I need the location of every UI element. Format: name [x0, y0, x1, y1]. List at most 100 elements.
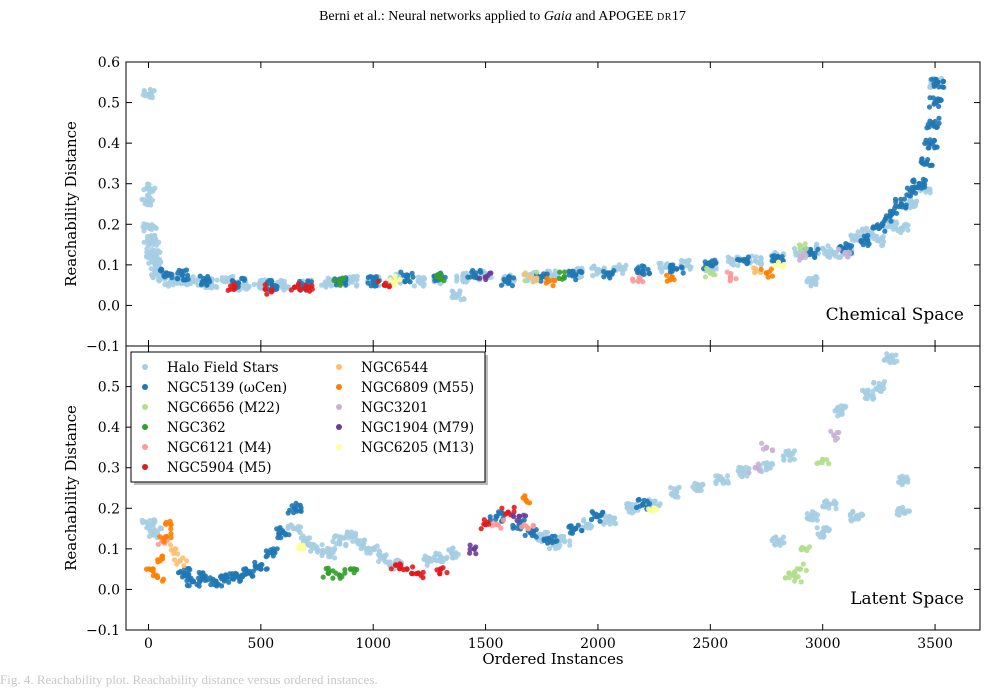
- data-point-0-0: [240, 282, 246, 288]
- data-point-1-0: [837, 408, 844, 414]
- data-point-1-1: [494, 513, 500, 520]
- data-point-1-7: [162, 521, 168, 527]
- data-point-1-0: [906, 508, 913, 514]
- data-point-1-0: [651, 501, 657, 508]
- data-point-1-7: [168, 534, 174, 541]
- data-point-0-1: [932, 99, 938, 106]
- legend-marker: [142, 444, 148, 450]
- data-point-1-10: [651, 505, 657, 512]
- data-point-1-0: [880, 381, 886, 387]
- data-point-0-1: [370, 278, 377, 284]
- data-point-1-0: [808, 513, 815, 520]
- legend-marker: [142, 464, 148, 470]
- data-point-0-0: [154, 242, 160, 248]
- data-point-1-3: [330, 575, 336, 581]
- data-point-1-0: [567, 542, 573, 548]
- data-point-0-2: [702, 274, 709, 280]
- data-point-0-0: [153, 225, 159, 231]
- data-point-0-1: [606, 270, 612, 276]
- data-point-0-0: [463, 270, 469, 276]
- data-point-0-3: [561, 269, 568, 275]
- data-point-1-2: [786, 570, 792, 576]
- legend-label: NGC5139 (ωCen): [167, 380, 287, 396]
- data-point-0-1: [930, 120, 936, 126]
- data-point-1-6: [168, 542, 174, 548]
- data-point-0-5: [375, 278, 381, 285]
- data-point-0-2: [802, 241, 808, 247]
- legend-label: Halo Field Stars: [167, 360, 279, 376]
- legend-marker: [142, 424, 148, 430]
- data-point-1-0: [383, 559, 389, 565]
- data-point-0-3: [331, 277, 337, 284]
- data-point-1-4: [525, 525, 532, 532]
- data-point-1-1: [208, 582, 214, 588]
- data-point-0-1: [901, 196, 908, 202]
- data-point-0-5: [262, 286, 269, 293]
- data-point-0-0: [454, 278, 460, 284]
- data-point-0-1: [242, 276, 248, 282]
- data-point-1-7: [523, 497, 529, 504]
- data-point-1-1: [572, 525, 579, 532]
- data-point-1-0: [657, 501, 663, 507]
- data-point-0-2: [522, 278, 528, 284]
- data-point-0-0: [814, 275, 820, 281]
- data-point-1-2: [824, 457, 830, 463]
- data-point-1-1: [569, 528, 575, 535]
- data-point-1-0: [298, 535, 304, 541]
- data-point-0-4: [640, 279, 646, 285]
- data-point-0-5: [298, 286, 304, 292]
- data-point-0-0: [848, 232, 854, 238]
- header-suffix: 17: [671, 9, 686, 24]
- data-point-1-0: [761, 460, 767, 466]
- data-point-1-1: [240, 572, 246, 578]
- data-point-1-0: [309, 541, 315, 548]
- data-point-1-1: [276, 531, 282, 537]
- data-point-0-0: [190, 278, 197, 284]
- data-point-1-5: [388, 566, 394, 572]
- data-point-1-0: [352, 534, 358, 540]
- data-point-0-1: [305, 278, 311, 284]
- data-point-0-1: [365, 274, 371, 280]
- data-point-1-0: [612, 515, 618, 521]
- y-tick-label-1: −0.1: [86, 623, 120, 639]
- data-point-1-3: [336, 572, 343, 578]
- data-point-1-5: [437, 570, 443, 577]
- data-point-1-1: [269, 550, 275, 556]
- y-tick-label-0: −0.1: [86, 339, 120, 355]
- data-point-0-0: [153, 269, 159, 275]
- data-point-1-0: [690, 484, 696, 490]
- data-point-1-9: [467, 550, 473, 556]
- data-point-0-0: [145, 238, 151, 244]
- data-point-1-1: [640, 501, 646, 508]
- data-point-1-8: [828, 428, 834, 434]
- data-point-1-8: [769, 447, 775, 453]
- data-point-0-2: [797, 245, 803, 252]
- data-point-1-1: [230, 574, 236, 580]
- data-point-0-10: [774, 262, 781, 268]
- data-point-1-1: [181, 570, 188, 576]
- data-point-0-1: [544, 271, 550, 277]
- data-point-1-0: [426, 558, 433, 564]
- data-point-1-0: [838, 403, 844, 409]
- data-point-1-2: [798, 579, 804, 585]
- data-point-0-0: [616, 262, 622, 268]
- data-point-0-0: [449, 294, 455, 300]
- data-point-1-8: [746, 470, 752, 476]
- data-point-1-0: [814, 517, 820, 523]
- data-point-1-1: [242, 567, 248, 573]
- data-point-0-7: [758, 266, 764, 272]
- data-point-1-0: [864, 396, 870, 402]
- data-point-0-1: [882, 228, 888, 234]
- data-point-1-0: [145, 521, 152, 528]
- data-point-0-0: [214, 277, 220, 283]
- data-point-0-1: [927, 140, 934, 146]
- data-point-1-6: [184, 558, 190, 564]
- data-point-0-0: [859, 228, 866, 234]
- data-point-1-2: [819, 456, 826, 463]
- data-point-0-0: [153, 258, 159, 264]
- data-point-1-0: [870, 388, 876, 394]
- y-axis-label-0: Reachability Distance: [62, 121, 80, 287]
- data-point-1-0: [791, 448, 798, 454]
- data-point-0-0: [758, 255, 764, 261]
- data-point-1-7: [168, 531, 174, 537]
